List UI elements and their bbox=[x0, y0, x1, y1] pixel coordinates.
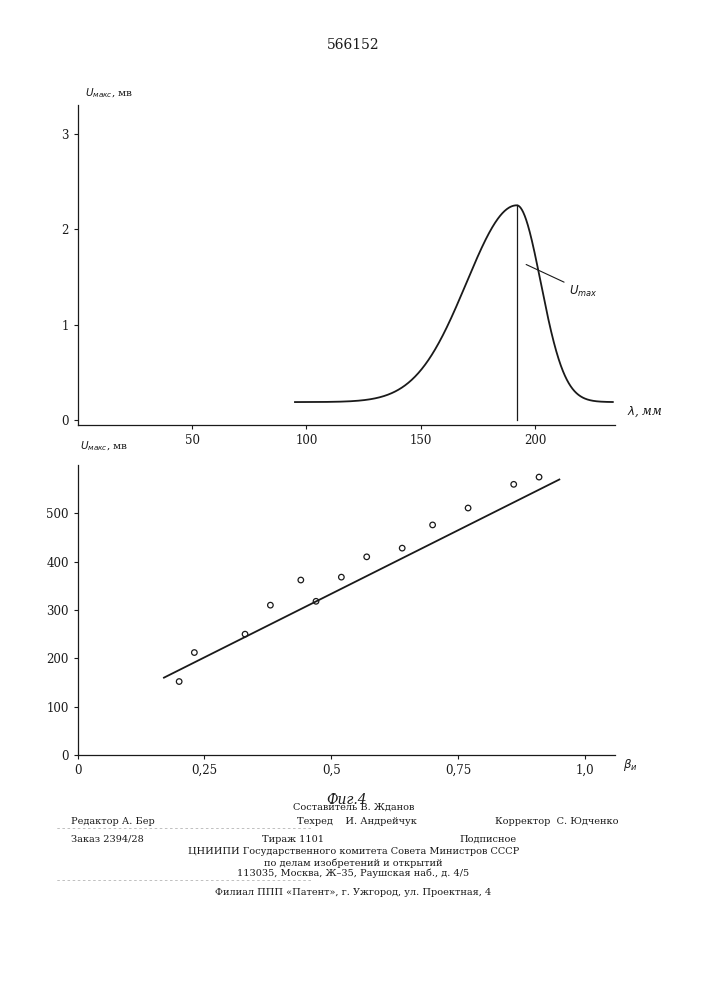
Point bbox=[295, 572, 306, 588]
Point bbox=[397, 540, 408, 556]
Point bbox=[240, 626, 251, 642]
Point bbox=[173, 674, 185, 690]
Point bbox=[264, 597, 276, 613]
Text: – – – – – – – – – – – – – – – – – – – – – – – – – – – – – – – – – – – – – – – – : – – – – – – – – – – – – – – – – – – – – … bbox=[57, 826, 312, 831]
Text: Фиг.4: Фиг.4 bbox=[326, 793, 367, 807]
Text: 566152: 566152 bbox=[327, 38, 380, 52]
Text: ЦНИИПИ Государственного комитета Совета Министров СССР: ЦНИИПИ Государственного комитета Совета … bbox=[188, 847, 519, 856]
Text: Корректор  С. Юдченко: Корректор С. Юдченко bbox=[495, 817, 619, 826]
Text: Техред    И. Андрейчук: Техред И. Андрейчук bbox=[297, 817, 417, 826]
Point bbox=[361, 549, 373, 565]
Text: по делам изобретений и открытий: по делам изобретений и открытий bbox=[264, 858, 443, 867]
Point bbox=[310, 593, 322, 609]
Text: $U_{макс}$, мв: $U_{макс}$, мв bbox=[81, 440, 129, 453]
Point bbox=[462, 500, 474, 516]
Text: Тираж 1101: Тираж 1101 bbox=[262, 835, 324, 844]
Point bbox=[336, 569, 347, 585]
Text: Филиал ППП «Патент», г. Ужгород, ул. Проектная, 4: Филиал ППП «Патент», г. Ужгород, ул. Про… bbox=[216, 888, 491, 897]
Text: Фиг.3: Фиг.3 bbox=[326, 470, 367, 484]
Point bbox=[533, 469, 544, 485]
Text: $\lambda$, мм: $\lambda$, мм bbox=[626, 405, 662, 419]
Text: – – – – – – – – – – – – – – – – – – – – – – – – – – – – – – – – – – – – – – – – : – – – – – – – – – – – – – – – – – – – – … bbox=[57, 878, 312, 883]
Text: $\beta_{и}$: $\beta_{и}$ bbox=[623, 757, 637, 773]
Text: 113035, Москва, Ж–35, Раушская наб., д. 4/5: 113035, Москва, Ж–35, Раушская наб., д. … bbox=[238, 869, 469, 879]
Text: Заказ 2394/28: Заказ 2394/28 bbox=[71, 835, 144, 844]
Point bbox=[508, 476, 520, 492]
Text: $U_{max}$: $U_{max}$ bbox=[526, 265, 598, 299]
Point bbox=[189, 645, 200, 661]
Text: $U_{макс}$, мв: $U_{макс}$, мв bbox=[85, 87, 133, 100]
Point bbox=[427, 517, 438, 533]
Text: Подписное: Подписное bbox=[460, 835, 517, 844]
Text: Редактор А. Бер: Редактор А. Бер bbox=[71, 817, 154, 826]
Text: Составитель В. Жданов: Составитель В. Жданов bbox=[293, 803, 414, 812]
